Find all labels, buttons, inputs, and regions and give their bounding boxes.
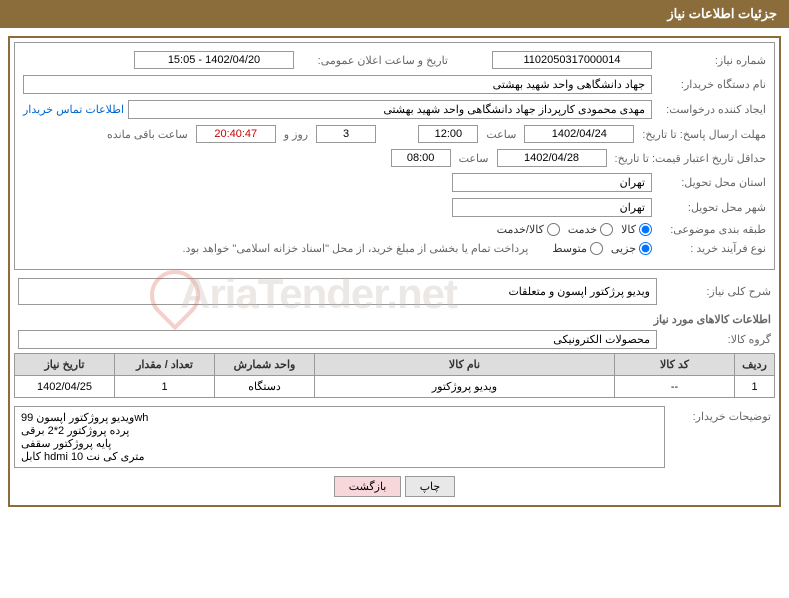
requester-value: مهدی محمودی کارپرداز جهاد دانشگاهی واحد … <box>128 100 652 119</box>
row-validity: حداقل تاریخ اعتبار قیمت: تا تاریخ: 1402/… <box>23 149 766 167</box>
buyer-org-value: جهاد دانشگاهی واحد شهید بهشتی <box>23 75 652 94</box>
deadline-hour: 12:00 <box>418 125 478 143</box>
radio-goods[interactable]: کالا <box>621 223 652 236</box>
row-need-desc: شرح کلی نیاز: ویدیو پرژکتور اپسون و متعل… <box>18 278 771 305</box>
th-name: نام کالا <box>315 354 615 376</box>
days-remaining: 3 <box>316 125 376 143</box>
hour-label-1: ساعت <box>482 128 520 141</box>
row-process: نوع فرآیند خرید : جزیی متوسط پرداخت تمام… <box>23 242 766 255</box>
countdown: 20:40:47 <box>196 125 276 143</box>
row-city: شهر محل تحویل: تهران <box>23 198 766 217</box>
announce-date-value: 1402/04/20 - 15:05 <box>134 51 294 69</box>
province-value: تهران <box>452 173 652 192</box>
cell-code: -- <box>615 376 735 398</box>
cell-qty: 1 <box>115 376 215 398</box>
need-number-value: 1102050317000014 <box>492 51 652 69</box>
process-radio-group: جزیی متوسط <box>552 242 652 255</box>
buyer-desc-row: توضیحات خریدار: ویدیو پروژکتور اپسون 99w… <box>14 406 775 468</box>
requester-label: ایجاد کننده درخواست: <box>656 103 766 116</box>
category-label: طبقه بندی موضوعی: <box>656 223 766 236</box>
back-button[interactable]: بازگشت <box>334 476 402 497</box>
table-header-row: ردیف کد کالا نام کالا واحد شمارش تعداد /… <box>15 354 775 376</box>
buyer-desc-value: ویدیو پروژکتور اپسون 99wh پرده پروژکتور … <box>14 406 665 468</box>
city-label: شهر محل تحویل: <box>656 201 766 214</box>
radio-medium-input[interactable] <box>590 242 603 255</box>
day-label: روز و <box>280 128 312 141</box>
radio-service[interactable]: خدمت <box>568 223 613 236</box>
group-value: محصولات الکترونیکی <box>18 330 657 349</box>
hour-label-2: ساعت <box>455 152 493 165</box>
deadline-date: 1402/04/24 <box>524 125 634 143</box>
th-row: ردیف <box>735 354 775 376</box>
form-section: شماره نیاز: 1102050317000014 تاریخ و ساع… <box>14 42 775 270</box>
validity-hour: 08:00 <box>391 149 451 167</box>
th-code: کد کالا <box>615 354 735 376</box>
need-desc-value: ویدیو پرژکتور اپسون و متعلقات <box>18 278 657 305</box>
page-header: جزئیات اطلاعات نیاز <box>0 0 789 28</box>
group-label: گروه کالا: <box>661 333 771 346</box>
cell-unit: دستگاه <box>215 376 315 398</box>
remaining-label: ساعت باقی مانده <box>103 128 192 141</box>
radio-both-input[interactable] <box>547 223 560 236</box>
row-requester: ایجاد کننده درخواست: مهدی محمودی کارپردا… <box>23 100 766 119</box>
th-unit: واحد شمارش <box>215 354 315 376</box>
items-table: ردیف کد کالا نام کالا واحد شمارش تعداد /… <box>14 353 775 398</box>
row-province: استان محل تحویل: تهران <box>23 173 766 192</box>
buyer-org-label: نام دستگاه خریدار: <box>656 78 766 91</box>
need-desc-label: شرح کلی نیاز: <box>661 285 771 298</box>
cell-row: 1 <box>735 376 775 398</box>
row-category: طبقه بندی موضوعی: کالا خدمت کالا/خدمت <box>23 223 766 236</box>
payment-note: پرداخت تمام یا بخشی از مبلغ خرید، از محل… <box>183 242 529 255</box>
cell-name: ویدیو پروژکتور <box>315 376 615 398</box>
announce-date-label: تاریخ و ساعت اعلان عمومی: <box>298 54 448 67</box>
radio-service-input[interactable] <box>600 223 613 236</box>
row-buyer-org: نام دستگاه خریدار: جهاد دانشگاهی واحد شه… <box>23 75 766 94</box>
th-qty: تعداد / مقدار <box>115 354 215 376</box>
buyer-desc-label: توضیحات خریدار: <box>665 406 775 468</box>
radio-detail-input[interactable] <box>639 242 652 255</box>
radio-medium[interactable]: متوسط <box>552 242 603 255</box>
items-section-title: اطلاعات کالاهای مورد نیاز <box>18 313 771 326</box>
table-row: 1 -- ویدیو پروژکتور دستگاه 1 1402/04/25 <box>15 376 775 398</box>
province-label: استان محل تحویل: <box>656 176 766 189</box>
th-date: تاریخ نیاز <box>15 354 115 376</box>
contact-link[interactable]: اطلاعات تماس خریدار <box>23 103 124 116</box>
button-row: چاپ بازگشت <box>14 476 775 497</box>
category-radio-group: کالا خدمت کالا/خدمت <box>497 223 652 236</box>
row-need-number: شماره نیاز: 1102050317000014 تاریخ و ساع… <box>23 51 766 69</box>
row-deadline: مهلت ارسال پاسخ: تا تاریخ: 1402/04/24 سا… <box>23 125 766 143</box>
process-label: نوع فرآیند خرید : <box>656 242 766 255</box>
print-button[interactable]: چاپ <box>405 476 456 497</box>
city-value: تهران <box>452 198 652 217</box>
radio-both[interactable]: کالا/خدمت <box>497 223 560 236</box>
cell-date: 1402/04/25 <box>15 376 115 398</box>
row-group: گروه کالا: محصولات الکترونیکی <box>18 330 771 349</box>
need-number-label: شماره نیاز: <box>656 54 766 67</box>
radio-detail[interactable]: جزیی <box>611 242 652 255</box>
deadline-label: مهلت ارسال پاسخ: تا تاریخ: <box>638 128 766 141</box>
validity-label: حداقل تاریخ اعتبار قیمت: تا تاریخ: <box>611 152 766 165</box>
radio-goods-input[interactable] <box>639 223 652 236</box>
header-title: جزئیات اطلاعات نیاز <box>667 6 777 21</box>
validity-date: 1402/04/28 <box>497 149 607 167</box>
content-wrapper: AriaTender.net شماره نیاز: 1102050317000… <box>8 36 781 507</box>
